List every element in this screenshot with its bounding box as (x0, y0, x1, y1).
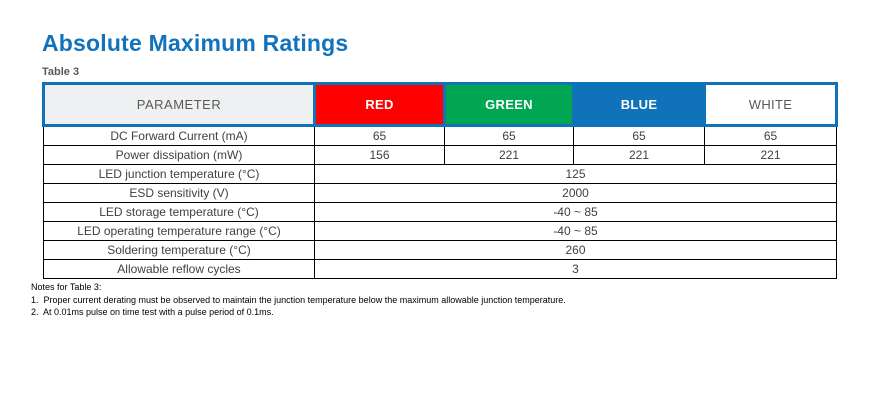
parameter-cell: DC Forward Current (mA) (43, 125, 315, 146)
notes-section: Notes for Table 3: 1. Proper current der… (31, 282, 880, 318)
value-cell: 221 (573, 145, 705, 165)
parameter-cell: LED operating temperature range (°C) (43, 221, 315, 241)
value-cell: 156 (314, 145, 445, 165)
merged-value-cell: 2000 (314, 183, 837, 203)
column-header-blue: BLUE (572, 82, 706, 127)
value-cell: 65 (573, 125, 705, 146)
value-cell: 65 (314, 125, 445, 146)
note-item: 1. Proper current derating must be obser… (31, 294, 566, 305)
table-row: LED operating temperature range (°C) -40 … (43, 221, 837, 241)
table-label: Table 3 (42, 66, 80, 78)
table-body: DC Forward Current (mA) 65 65 65 65 Power dis… (43, 125, 837, 279)
merged-value-cell: -40 ~ 85 (314, 221, 837, 241)
notes-heading: Notes for Table 3: (31, 282, 102, 292)
parameter-cell: LED storage temperature (°C) (43, 202, 315, 222)
table-row: Soldering temperature (°C) 260 (43, 240, 837, 260)
value-cell: 221 (704, 145, 837, 165)
merged-value-cell: 260 (314, 240, 837, 260)
absolute-maximum-ratings-table: PARAMETER RED GREEN BLUE WHITE DC Forward C… (42, 82, 838, 279)
note-item: 2. At 0.01ms pulse on time test with a p… (31, 306, 274, 317)
value-cell: 65 (704, 125, 837, 146)
parameter-cell: ESD sensitivity (V) (43, 183, 315, 203)
table-header-row: PARAMETER RED GREEN BLUE WHITE (42, 82, 838, 127)
merged-value-cell: -40 ~ 85 (314, 202, 837, 222)
table-row: DC Forward Current (mA) 65 65 65 65 (43, 125, 837, 146)
table-row: Allowable reflow cycles 3 (43, 259, 837, 279)
notes-list: 1. Proper current derating must be obser… (31, 294, 880, 318)
value-cell: 221 (444, 145, 574, 165)
parameter-cell: Power dissipation (mW) (43, 145, 315, 165)
parameter-cell: Soldering temperature (°C) (43, 240, 315, 260)
column-header-white: WHITE (703, 82, 838, 127)
table-row: LED storage temperature (°C) -40 ~ 85 (43, 202, 837, 222)
table-row: ESD sensitivity (V) 2000 (43, 183, 837, 203)
parameter-cell: Allowable reflow cycles (43, 259, 315, 279)
page-title: Absolute Maximum Ratings (42, 30, 349, 56)
column-header-red: RED (313, 82, 446, 127)
parameter-column-header: PARAMETER (42, 82, 316, 127)
table-row: LED junction temperature (°C) 125 (43, 164, 837, 184)
value-cell: 65 (444, 125, 574, 146)
table-header: PARAMETER RED GREEN BLUE WHITE (42, 82, 838, 127)
table-row: Power dissipation (mW) 156 221 221 221 (43, 145, 837, 165)
merged-value-cell: 125 (314, 164, 837, 184)
column-header-green: GREEN (443, 82, 575, 127)
merged-value-cell: 3 (314, 259, 837, 279)
parameter-cell: LED junction temperature (°C) (43, 164, 315, 184)
